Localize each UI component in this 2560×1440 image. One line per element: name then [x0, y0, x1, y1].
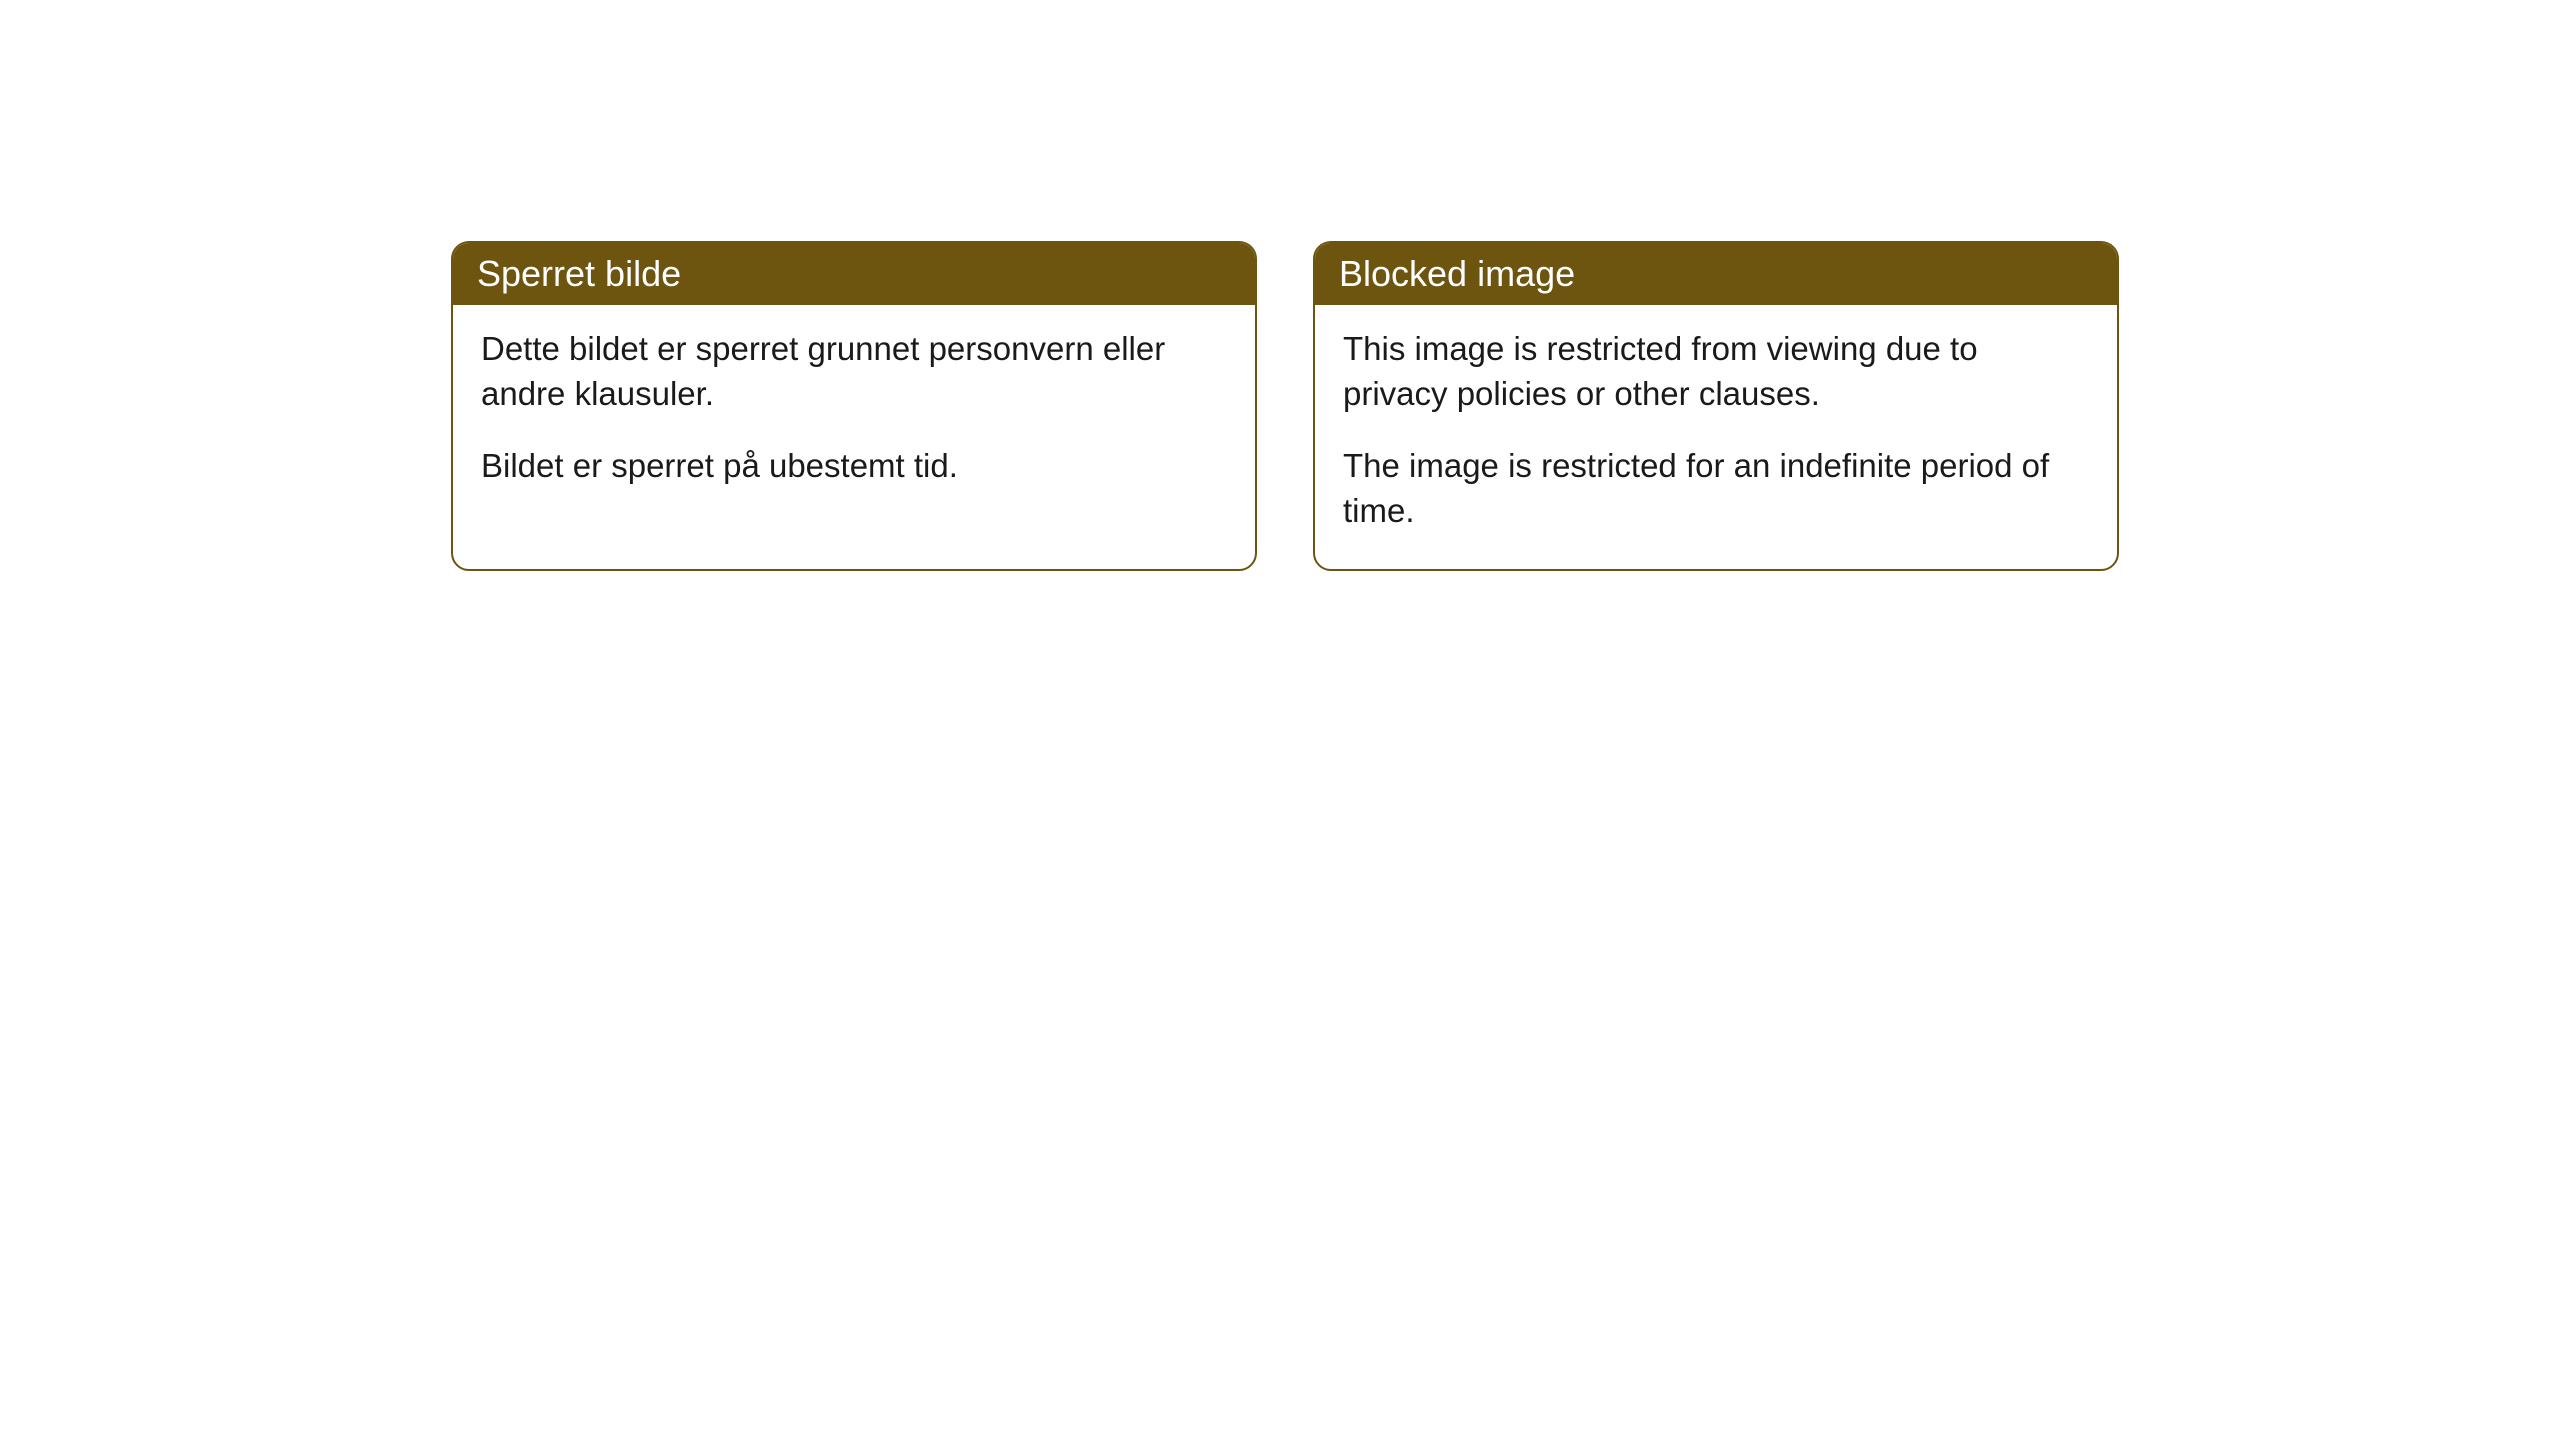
card-title: Blocked image	[1339, 253, 1575, 294]
card-body: Dette bildet er sperret grunnet personve…	[453, 305, 1255, 525]
card-header: Sperret bilde	[453, 243, 1255, 305]
card-title: Sperret bilde	[477, 253, 681, 294]
card-paragraph: This image is restricted from viewing du…	[1343, 327, 2089, 416]
notice-card-norwegian: Sperret bilde Dette bildet er sperret gr…	[451, 241, 1257, 571]
card-paragraph: Dette bildet er sperret grunnet personve…	[481, 327, 1227, 416]
notice-card-english: Blocked image This image is restricted f…	[1313, 241, 2119, 571]
card-body: This image is restricted from viewing du…	[1315, 305, 2117, 569]
card-paragraph: Bildet er sperret på ubestemt tid.	[481, 444, 1227, 489]
card-header: Blocked image	[1315, 243, 2117, 305]
notice-cards-container: Sperret bilde Dette bildet er sperret gr…	[451, 241, 2119, 571]
card-paragraph: The image is restricted for an indefinit…	[1343, 444, 2089, 533]
